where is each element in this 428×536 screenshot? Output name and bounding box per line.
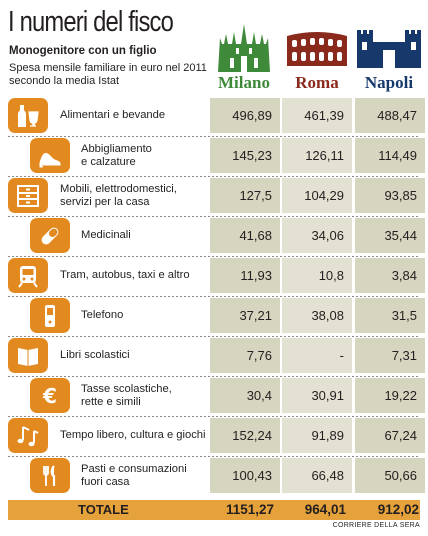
value-napoli: 31,5 xyxy=(355,298,425,333)
value-roma: 461,39 xyxy=(282,98,352,133)
row-divider xyxy=(8,376,420,377)
value-napoli: 19,22 xyxy=(355,378,425,413)
row-label: Tram, autobus, taxi e altro xyxy=(60,269,190,281)
total-napoli: 912,02 xyxy=(377,502,419,517)
value-milano: 145,23 xyxy=(210,138,280,173)
city-name-milano: Milano xyxy=(218,73,270,92)
row-label: Libri scolastici xyxy=(60,349,130,361)
icon-cell xyxy=(8,338,48,373)
icon-cell xyxy=(30,218,70,253)
shoe-icon xyxy=(39,152,61,167)
icon-cell: € xyxy=(30,378,70,413)
value-napoli: 114,49 xyxy=(355,138,425,173)
tram-icon xyxy=(18,265,38,288)
milan-cathedral-icon xyxy=(218,24,270,72)
svg-text:€: € xyxy=(42,384,57,408)
phone-icon xyxy=(45,304,55,327)
row-divider xyxy=(8,176,420,177)
icon-cell xyxy=(8,418,48,453)
value-milano: 100,43 xyxy=(210,458,280,493)
value-roma: - xyxy=(282,338,352,373)
value-milano: 11,93 xyxy=(210,258,280,293)
table-row: Tempo libero, cultura e giochi 152,24 91… xyxy=(8,418,425,457)
value-roma: 126,11 xyxy=(282,138,352,173)
icon-cell xyxy=(30,298,70,333)
icon-cell xyxy=(8,178,48,213)
value-roma: 91,89 xyxy=(282,418,352,453)
value-napoli: 488,47 xyxy=(355,98,425,133)
bottle-glass-icon xyxy=(18,104,39,127)
total-milano: 1151,27 xyxy=(225,502,274,517)
row-label: Alimentari e bevande xyxy=(60,109,166,121)
cutlery-icon xyxy=(43,464,56,486)
row-divider xyxy=(8,296,420,297)
table-row: Libri scolastici 7,76 - 7,31 xyxy=(8,338,425,377)
city-header-roma: Roma xyxy=(283,22,351,94)
value-napoli: 7,31 xyxy=(355,338,425,373)
table-row: Pasti e consumazioni fuori casa 100,43 6… xyxy=(8,458,425,497)
value-roma: 30,91 xyxy=(282,378,352,413)
row-divider xyxy=(8,136,420,137)
row-label: Telefono xyxy=(81,309,124,321)
table-row: Alimentari e bevande 496,89 461,39 488,4… xyxy=(8,98,425,137)
row-divider xyxy=(8,336,420,337)
table-row: Telefono 37,21 38,08 31,5 xyxy=(8,298,425,337)
value-milano: 496,89 xyxy=(210,98,280,133)
total-label: TOTALE xyxy=(78,502,129,517)
value-napoli: 3,84 xyxy=(355,258,425,293)
value-milano: 37,21 xyxy=(210,298,280,333)
row-label: Mobili, elettrodomestici, servizi per la… xyxy=(60,182,177,208)
furniture-icon xyxy=(17,184,39,207)
value-napoli: 67,24 xyxy=(355,418,425,453)
value-milano: 152,24 xyxy=(210,418,280,453)
row-divider xyxy=(8,416,420,417)
value-roma: 10,8 xyxy=(282,258,352,293)
euro-icon: € xyxy=(42,384,57,408)
value-milano: 41,68 xyxy=(210,218,280,253)
row-label: Pasti e consumazioni fuori casa xyxy=(81,462,187,488)
icon-cell xyxy=(30,138,70,173)
page-subtitle: Monogenitore con un figlio xyxy=(9,45,157,57)
row-label: Abbigliamento e calzature xyxy=(81,142,152,168)
pill-icon xyxy=(41,227,59,244)
row-label: Tasse scolastiche, rette e simili xyxy=(81,382,172,408)
value-napoli: 50,66 xyxy=(355,458,425,493)
music-notes-icon xyxy=(17,425,39,446)
city-name-napoli: Napoli xyxy=(364,73,414,92)
total-roma: 964,01 xyxy=(304,502,346,517)
value-roma: 66,48 xyxy=(282,458,352,493)
row-divider xyxy=(8,256,420,257)
icon-cell xyxy=(8,258,48,293)
value-roma: 104,29 xyxy=(282,178,352,213)
value-napoli: 93,85 xyxy=(355,178,425,213)
total-row: TOTALE 1151,27 964,01 912,02 xyxy=(8,500,420,520)
city-header-napoli: Napoli xyxy=(355,22,423,94)
row-label: Medicinali xyxy=(81,229,131,241)
table-row: Abbigliamento e calzature 145,23 126,11 … xyxy=(8,138,425,177)
value-napoli: 35,44 xyxy=(355,218,425,253)
page-title: I numeri del fisco xyxy=(8,6,174,38)
table-row: Tram, autobus, taxi e altro 11,93 10,8 3… xyxy=(8,258,425,297)
table-row: Mobili, elettrodomestici, servizi per la… xyxy=(8,178,425,217)
table-description: Spesa mensile familiare in euro nel 2011… xyxy=(9,62,207,87)
source-credit: CORRIERE DELLA SERA xyxy=(332,522,420,529)
value-roma: 34,06 xyxy=(282,218,352,253)
row-divider xyxy=(8,456,420,457)
city-header-milano: Milano xyxy=(210,22,278,94)
book-icon xyxy=(18,347,38,366)
icon-cell xyxy=(30,458,70,493)
colosseum-icon xyxy=(287,32,347,66)
table-row: € Tasse scolastiche, rette e simili 30,4… xyxy=(8,378,425,417)
row-divider xyxy=(8,216,420,217)
city-name-roma: Roma xyxy=(295,73,339,92)
value-roma: 38,08 xyxy=(282,298,352,333)
table-row: Medicinali 41,68 34,06 35,44 xyxy=(8,218,425,257)
castel-nuovo-icon xyxy=(357,30,421,68)
row-label: Tempo libero, cultura e giochi xyxy=(60,429,206,441)
value-milano: 127,5 xyxy=(210,178,280,213)
value-milano: 7,76 xyxy=(210,338,280,373)
value-milano: 30,4 xyxy=(210,378,280,413)
icon-cell xyxy=(8,98,48,133)
